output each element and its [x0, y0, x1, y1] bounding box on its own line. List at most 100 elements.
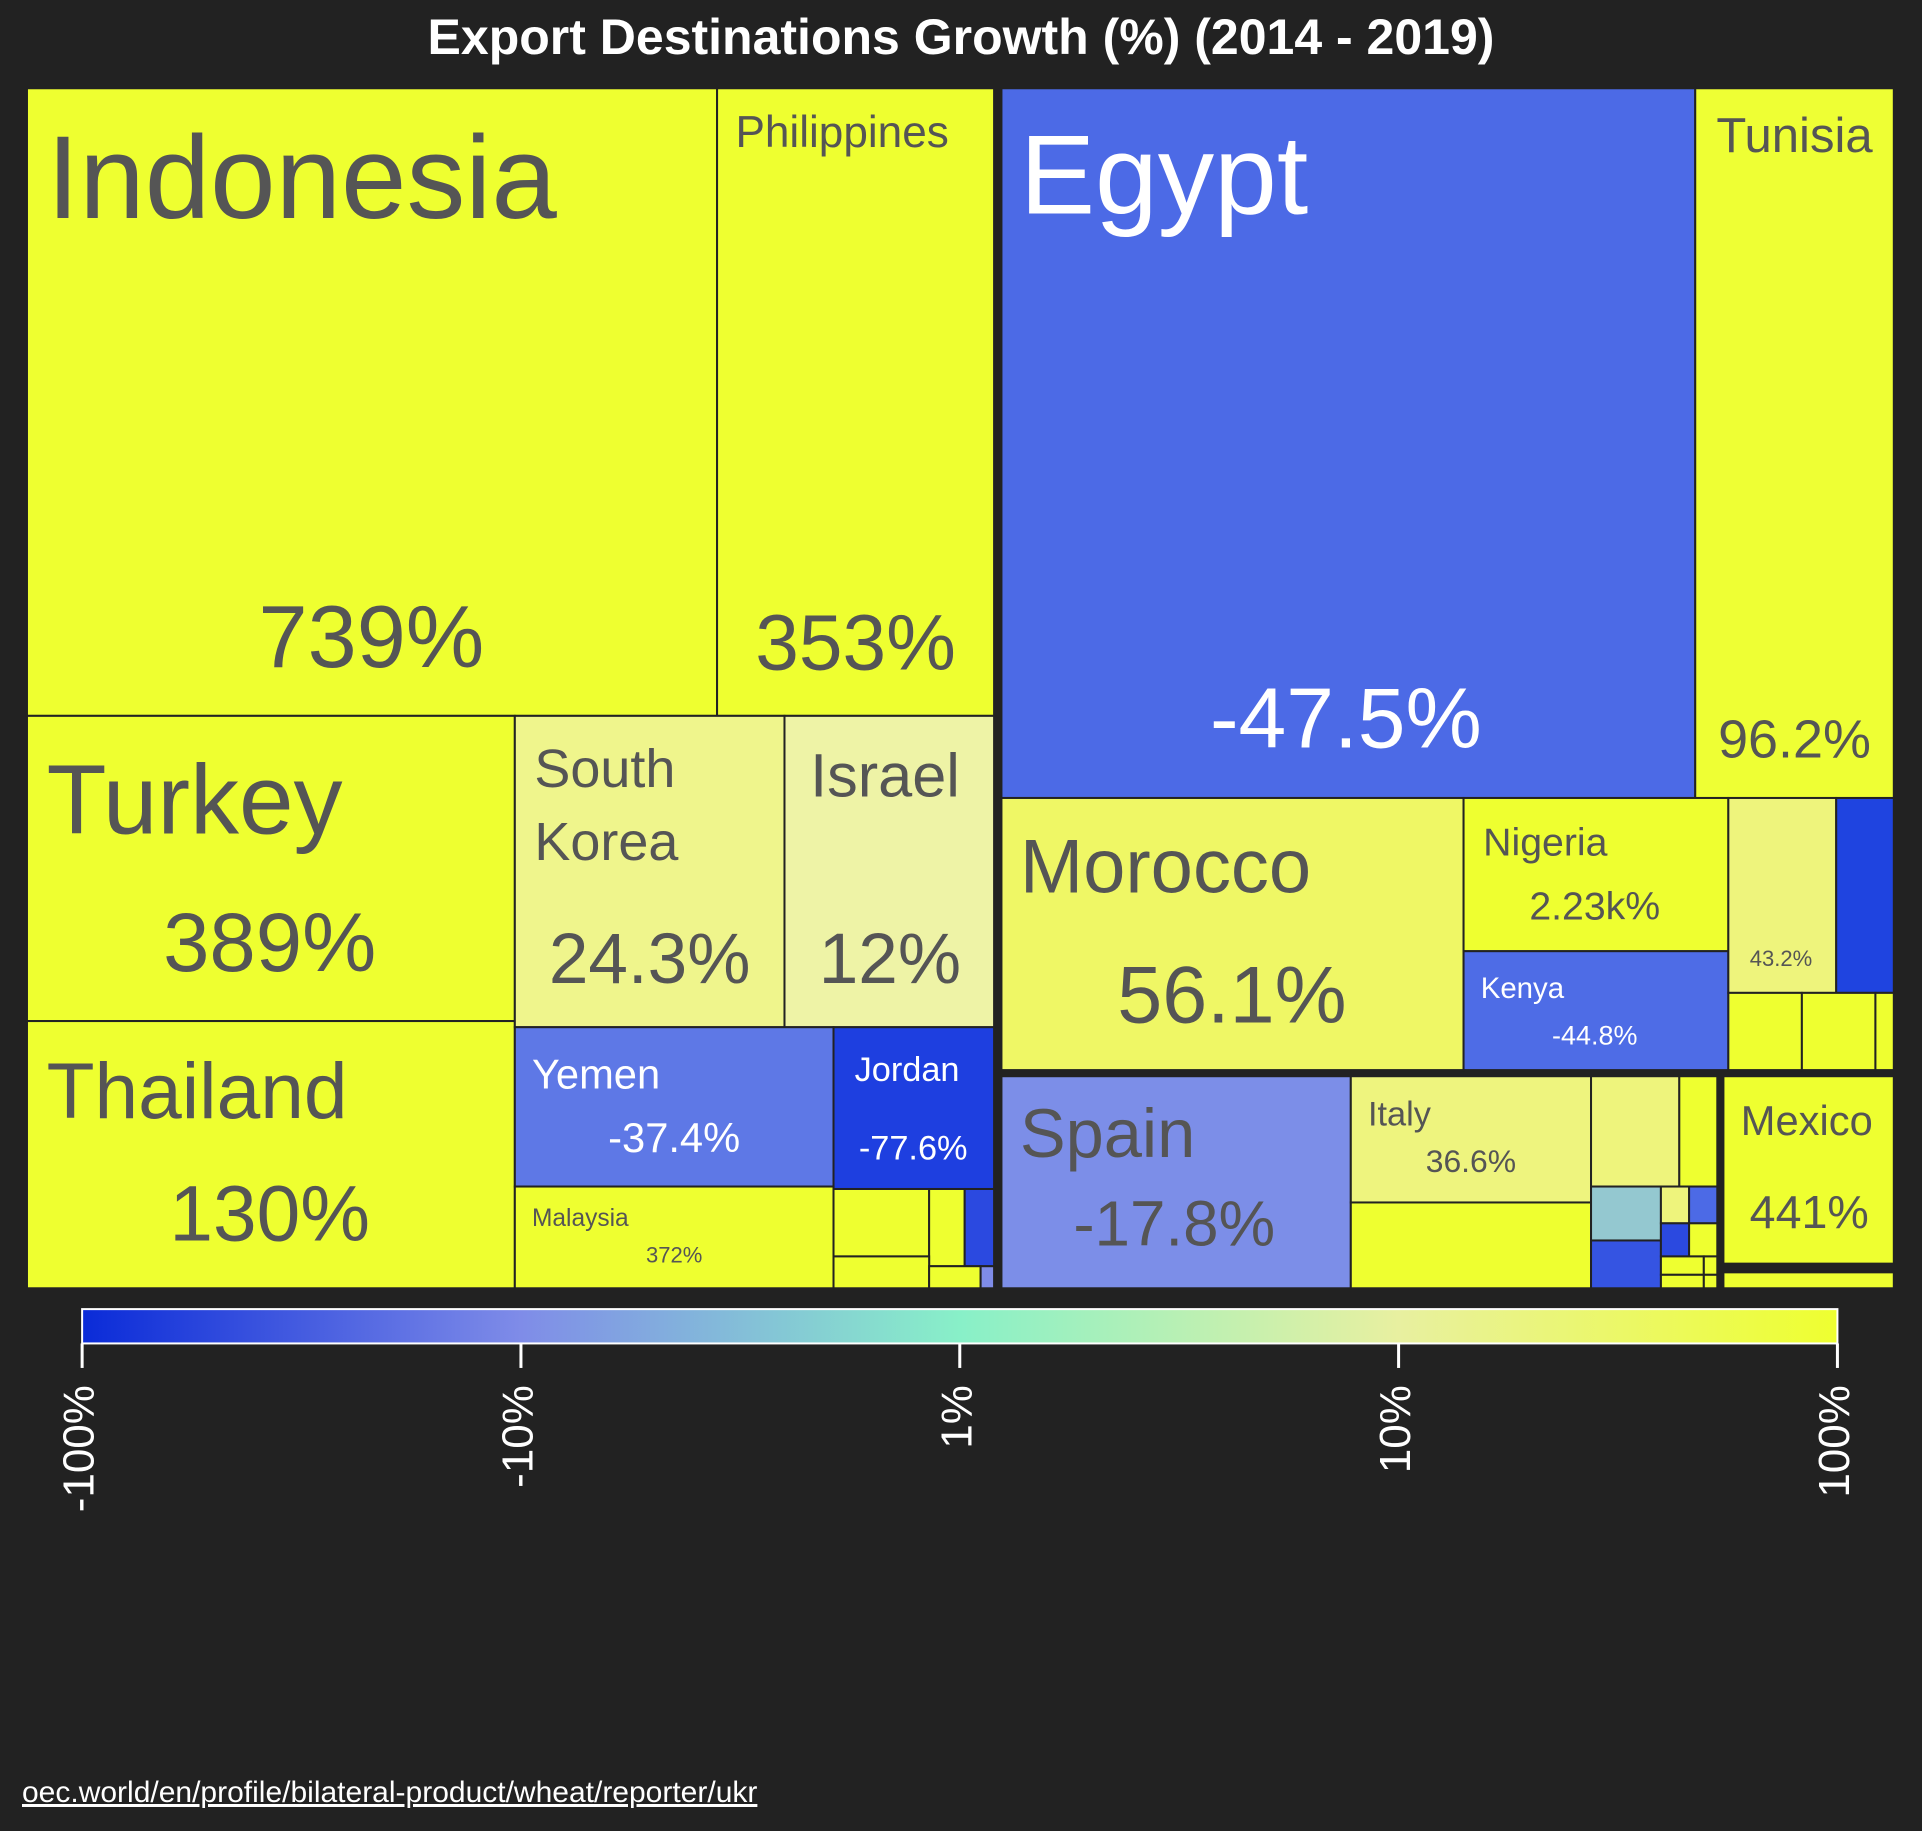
- tile-mexico[interactable]: Mexico 441%: [1722, 1075, 1895, 1265]
- tile-rect-malaysia: [513, 1185, 835, 1290]
- tile-name-mexico: Mexico: [1741, 1097, 1873, 1144]
- tile-rect-morocco: [1000, 796, 1465, 1072]
- tile-value-spain: -17.8%: [1073, 1187, 1275, 1259]
- tile-name-thailand: Thailand: [47, 1047, 348, 1135]
- tile-israel[interactable]: Israel 12%: [783, 714, 996, 1029]
- tile-value-malaysia: 372%: [646, 1243, 702, 1268]
- small-tile-11[interactable]: [1590, 1075, 1681, 1188]
- tile-turkey[interactable]: Turkey 389%: [25, 714, 516, 1023]
- colorbar-tick-label: 1%: [932, 1385, 981, 1449]
- tile-value-mexico: 441%: [1750, 1186, 1869, 1238]
- tile-nigeria[interactable]: Nigeria 2.23k%: [1462, 796, 1730, 953]
- tile-italy[interactable]: Italy 36.6%: [1349, 1075, 1593, 1204]
- small-tile-6[interactable]: [963, 1187, 996, 1268]
- small-tile-13[interactable]: [1590, 1185, 1662, 1242]
- tile-rect-jordan: [832, 1026, 996, 1190]
- small-tile-7[interactable]: [832, 1255, 931, 1290]
- small-tile-14[interactable]: [1659, 1185, 1691, 1225]
- tile-rect-tunisia: [1694, 87, 1895, 799]
- tile-name-israel: Israel: [810, 742, 960, 810]
- tile-value-tunisia: 96.2%: [1718, 710, 1871, 770]
- tile-indonesia[interactable]: Indonesia 739%: [25, 87, 719, 717]
- tile-name-south-korea: South Korea: [534, 739, 678, 872]
- small-tile-4[interactable]: [832, 1187, 931, 1258]
- small-tile-8[interactable]: [928, 1265, 982, 1290]
- small-tile-5[interactable]: [928, 1187, 966, 1268]
- small-tile-21[interactable]: [1659, 1273, 1705, 1290]
- tile-value-tile-14: 43.2%: [1750, 946, 1813, 971]
- tile-name-jordan: Jordan: [855, 1051, 960, 1089]
- treemap-small-tiles: [832, 796, 1895, 1290]
- tile-rect-yemen: [513, 1026, 835, 1188]
- tile-value-egypt: -47.5%: [1210, 671, 1482, 767]
- tile-name-malaysia: Malaysia: [532, 1205, 629, 1232]
- tile-name-egypt: Egypt: [1020, 111, 1308, 237]
- tile-morocco[interactable]: Morocco 56.1%: [1000, 796, 1465, 1072]
- tile-egypt[interactable]: Egypt -47.5%: [1000, 87, 1697, 799]
- tile-name-kenya: Kenya: [1481, 972, 1565, 1005]
- tile-name-yemen: Yemen: [532, 1050, 660, 1097]
- tile-value-morocco: 56.1%: [1117, 950, 1346, 1040]
- tile-malaysia[interactable]: Malaysia 372%: [513, 1185, 835, 1290]
- small-tile-15[interactable]: [1688, 1185, 1719, 1225]
- tile-south-korea[interactable]: South Korea 24.3%: [513, 714, 786, 1029]
- tile-rect-indonesia: [25, 87, 719, 717]
- tile-value-indonesia: 739%: [259, 587, 485, 686]
- tile-name-turkey: Turkey: [47, 745, 343, 855]
- source-link[interactable]: oec.world/en/profile/bilateral-product/w…: [22, 1776, 758, 1809]
- small-tile-1[interactable]: [1727, 991, 1803, 1072]
- tile-name-indonesia: Indonesia: [47, 111, 558, 243]
- tile-name-morocco: Morocco: [1020, 824, 1311, 909]
- tile-rect-turkey: [25, 714, 516, 1023]
- small-tile-2[interactable]: [1800, 991, 1877, 1072]
- tile-kenya[interactable]: Kenya -44.8%: [1462, 950, 1730, 1072]
- small-tile-20[interactable]: [1702, 1255, 1719, 1276]
- colorbar-tick-label: -100%: [55, 1385, 104, 1512]
- tile-tile-14[interactable]: 43.2%: [1727, 796, 1838, 994]
- small-tile-24[interactable]: [1722, 1271, 1895, 1290]
- tile-value-italy: 36.6%: [1426, 1143, 1516, 1179]
- small-tile-19[interactable]: [1659, 1255, 1705, 1276]
- tile-rect-philippines: [716, 87, 996, 717]
- small-tile-23[interactable]: [1722, 1262, 1895, 1274]
- treemap-tiles: Indonesia 739% Philippines 353% Turkey 389% Th…: [25, 87, 1895, 1290]
- chart-title: Export Destinations Growth (%) (2014 - 2…: [428, 9, 1495, 65]
- tile-value-turkey: 389%: [163, 896, 376, 989]
- small-tile-10[interactable]: [1349, 1201, 1593, 1290]
- tile-name-italy: Italy: [1368, 1095, 1432, 1133]
- tile-name-philippines: Philippines: [735, 108, 948, 157]
- tile-yemen[interactable]: Yemen -37.4%: [513, 1026, 835, 1188]
- small-tile-16[interactable]: [1590, 1239, 1662, 1290]
- tile-rect-egypt: [1000, 87, 1697, 799]
- small-tile-17[interactable]: [1659, 1222, 1691, 1258]
- tile-tunisia[interactable]: Tunisia 96.2%: [1694, 87, 1895, 799]
- tile-value-yemen: -37.4%: [608, 1114, 740, 1161]
- tile-value-philippines: 353%: [755, 598, 956, 686]
- tile-rect-tile-14: [1727, 796, 1838, 994]
- tile-value-thailand: 130%: [169, 1169, 370, 1257]
- tile-jordan[interactable]: Jordan -77.6%: [832, 1026, 996, 1190]
- small-tile-12[interactable]: [1678, 1075, 1719, 1188]
- colorbar-tick-label: 10%: [1371, 1385, 1420, 1473]
- tile-rect-kenya: [1462, 950, 1730, 1072]
- tile-value-south-korea: 24.3%: [549, 920, 751, 999]
- small-tile-22[interactable]: [1702, 1273, 1719, 1290]
- colorbar: -100% -10% 1% 10% 100%: [55, 1308, 1859, 1512]
- small-tile-3[interactable]: [1874, 991, 1895, 1072]
- small-tile-18[interactable]: [1688, 1222, 1719, 1258]
- tile-value-kenya: -44.8%: [1552, 1020, 1637, 1050]
- tile-name-spain: Spain: [1020, 1095, 1196, 1172]
- tile-spain[interactable]: Spain -17.8%: [1000, 1075, 1352, 1290]
- colorbar-tick-label: 100%: [1810, 1385, 1859, 1498]
- tile-rect-thailand: [25, 1020, 516, 1290]
- small-tile-9[interactable]: [979, 1265, 996, 1290]
- tile-rect-nigeria: [1462, 796, 1730, 953]
- tile-rect-mexico: [1722, 1075, 1895, 1265]
- tile-rect-italy: [1349, 1075, 1593, 1204]
- tile-thailand[interactable]: Thailand 130%: [25, 1020, 516, 1290]
- tile-philippines[interactable]: Philippines 353%: [716, 87, 996, 717]
- small-tile-0[interactable]: [1835, 796, 1895, 994]
- tile-value-israel: 12%: [819, 920, 961, 999]
- colorbar-gradient: [81, 1308, 1839, 1345]
